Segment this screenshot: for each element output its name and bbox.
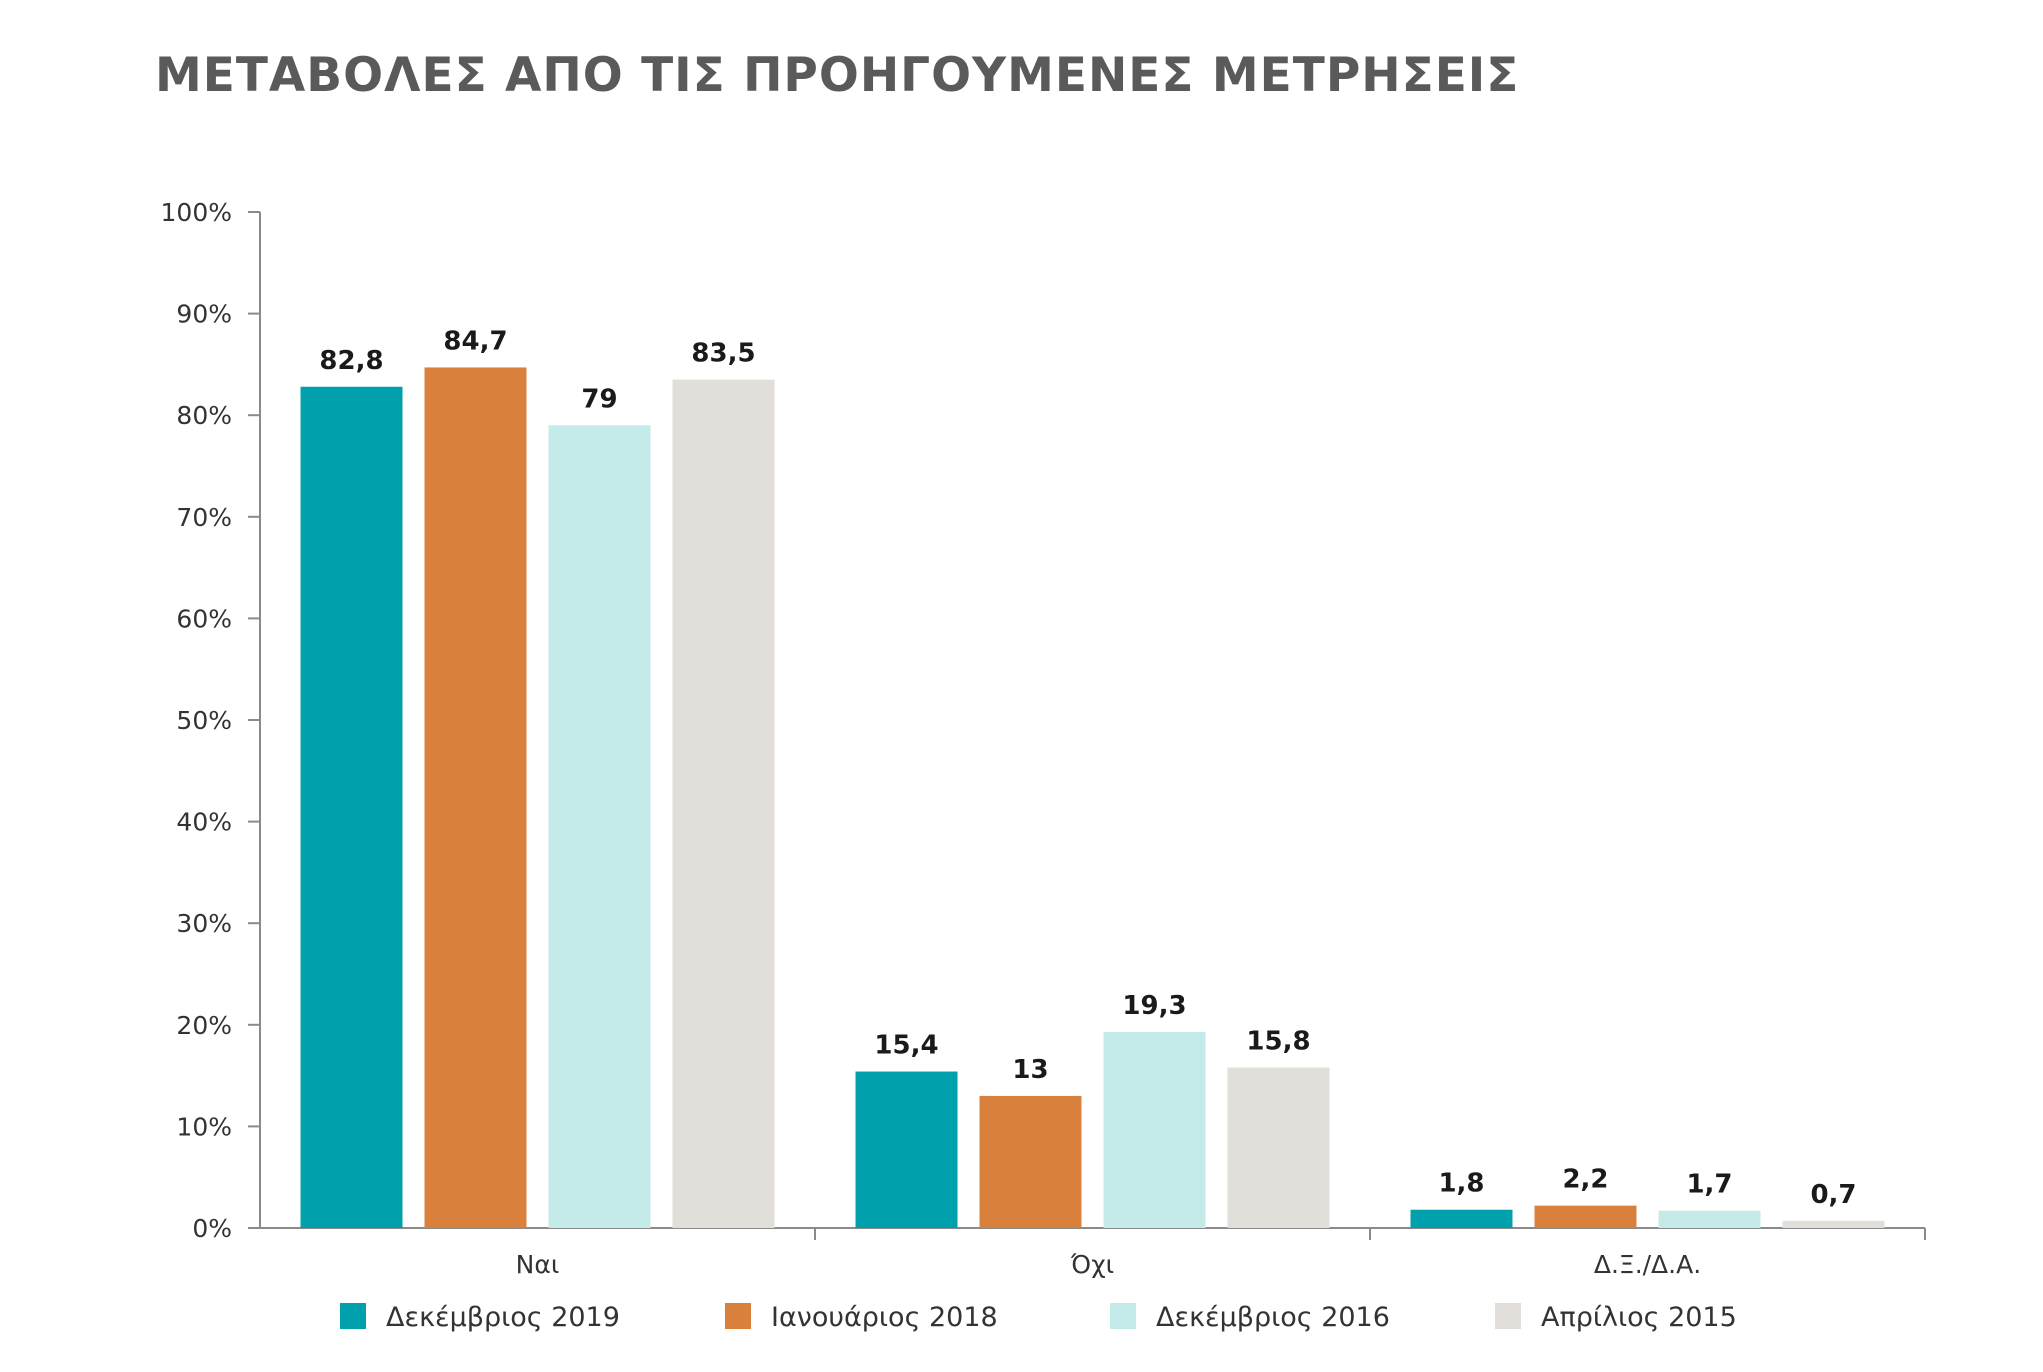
y-tick-label: 0% xyxy=(192,1214,232,1243)
x-category-label: Όχι xyxy=(1070,1250,1114,1279)
y-tick-label: 10% xyxy=(176,1112,232,1141)
bar xyxy=(1534,1205,1637,1228)
data-label: 82,8 xyxy=(319,346,383,376)
y-tick-label: 80% xyxy=(176,401,232,430)
data-label: 84,7 xyxy=(443,326,507,356)
legend-label: Δεκέμβριος 2016 xyxy=(1156,1302,1390,1333)
y-tick-label: 60% xyxy=(176,604,232,633)
data-label: 83,5 xyxy=(691,339,755,369)
bar xyxy=(300,386,403,1228)
chart-data-labels: 82,8 84,7 79 83,5 15,4 13 19,3 15,8 1,8 2,2 1,7 0,7 xyxy=(319,326,1856,1209)
x-category-label: Δ.Ξ./Δ.Α. xyxy=(1594,1250,1701,1279)
legend-label: Απρίλιος 2015 xyxy=(1541,1302,1737,1333)
data-label: 1,7 xyxy=(1686,1170,1732,1200)
data-label: 1,8 xyxy=(1438,1169,1484,1199)
chart-legend: Δεκέμβριος 2019 Ιανουάριος 2018 Δεκέμβριος… xyxy=(340,1302,1737,1333)
data-label: 79 xyxy=(581,384,617,414)
y-tick-label: 20% xyxy=(176,1011,232,1040)
legend-swatch xyxy=(1495,1303,1521,1329)
chart-axes: 0% 10% 20% 30% 40% 50% 60% 70% 80% 90% 100% Ναι Όχι Δ… xyxy=(161,198,1926,1279)
legend-swatch xyxy=(725,1303,751,1329)
data-label: 15,8 xyxy=(1246,1026,1310,1056)
bar xyxy=(672,379,775,1228)
bar xyxy=(1410,1209,1513,1228)
bar xyxy=(1227,1067,1330,1228)
y-tick-label: 50% xyxy=(176,706,232,735)
chart-title: ΜΕΤΑΒΟΛΕΣ ΑΠΟ ΤΙΣ ΠΡΟΗΓΟΥΜΕΝΕΣ ΜΕΤΡΗΣΕΙΣ xyxy=(155,48,1520,103)
bar xyxy=(1782,1220,1885,1228)
legend-swatch xyxy=(340,1303,366,1329)
data-label: 19,3 xyxy=(1122,991,1186,1021)
y-tick-label: 30% xyxy=(176,909,232,938)
data-label: 2,2 xyxy=(1562,1165,1608,1195)
bar xyxy=(1103,1031,1206,1228)
y-tick-label: 40% xyxy=(176,808,232,837)
legend-label: Δεκέμβριος 2019 xyxy=(386,1302,620,1333)
data-label: 13 xyxy=(1012,1055,1048,1085)
data-label: 15,4 xyxy=(874,1031,938,1061)
y-tick-label: 70% xyxy=(176,503,232,532)
legend-swatch xyxy=(1110,1303,1136,1329)
bar xyxy=(979,1095,1082,1228)
y-tick-label: 100% xyxy=(161,198,232,227)
bar xyxy=(1658,1210,1761,1228)
y-tick-label: 90% xyxy=(176,300,232,329)
x-category-label: Ναι xyxy=(516,1250,560,1279)
bar xyxy=(548,425,651,1228)
legend-label: Ιανουάριος 2018 xyxy=(771,1302,998,1333)
chart-bars xyxy=(300,367,1885,1228)
bar xyxy=(855,1071,958,1228)
data-label: 0,7 xyxy=(1810,1180,1856,1210)
bar xyxy=(424,367,527,1228)
